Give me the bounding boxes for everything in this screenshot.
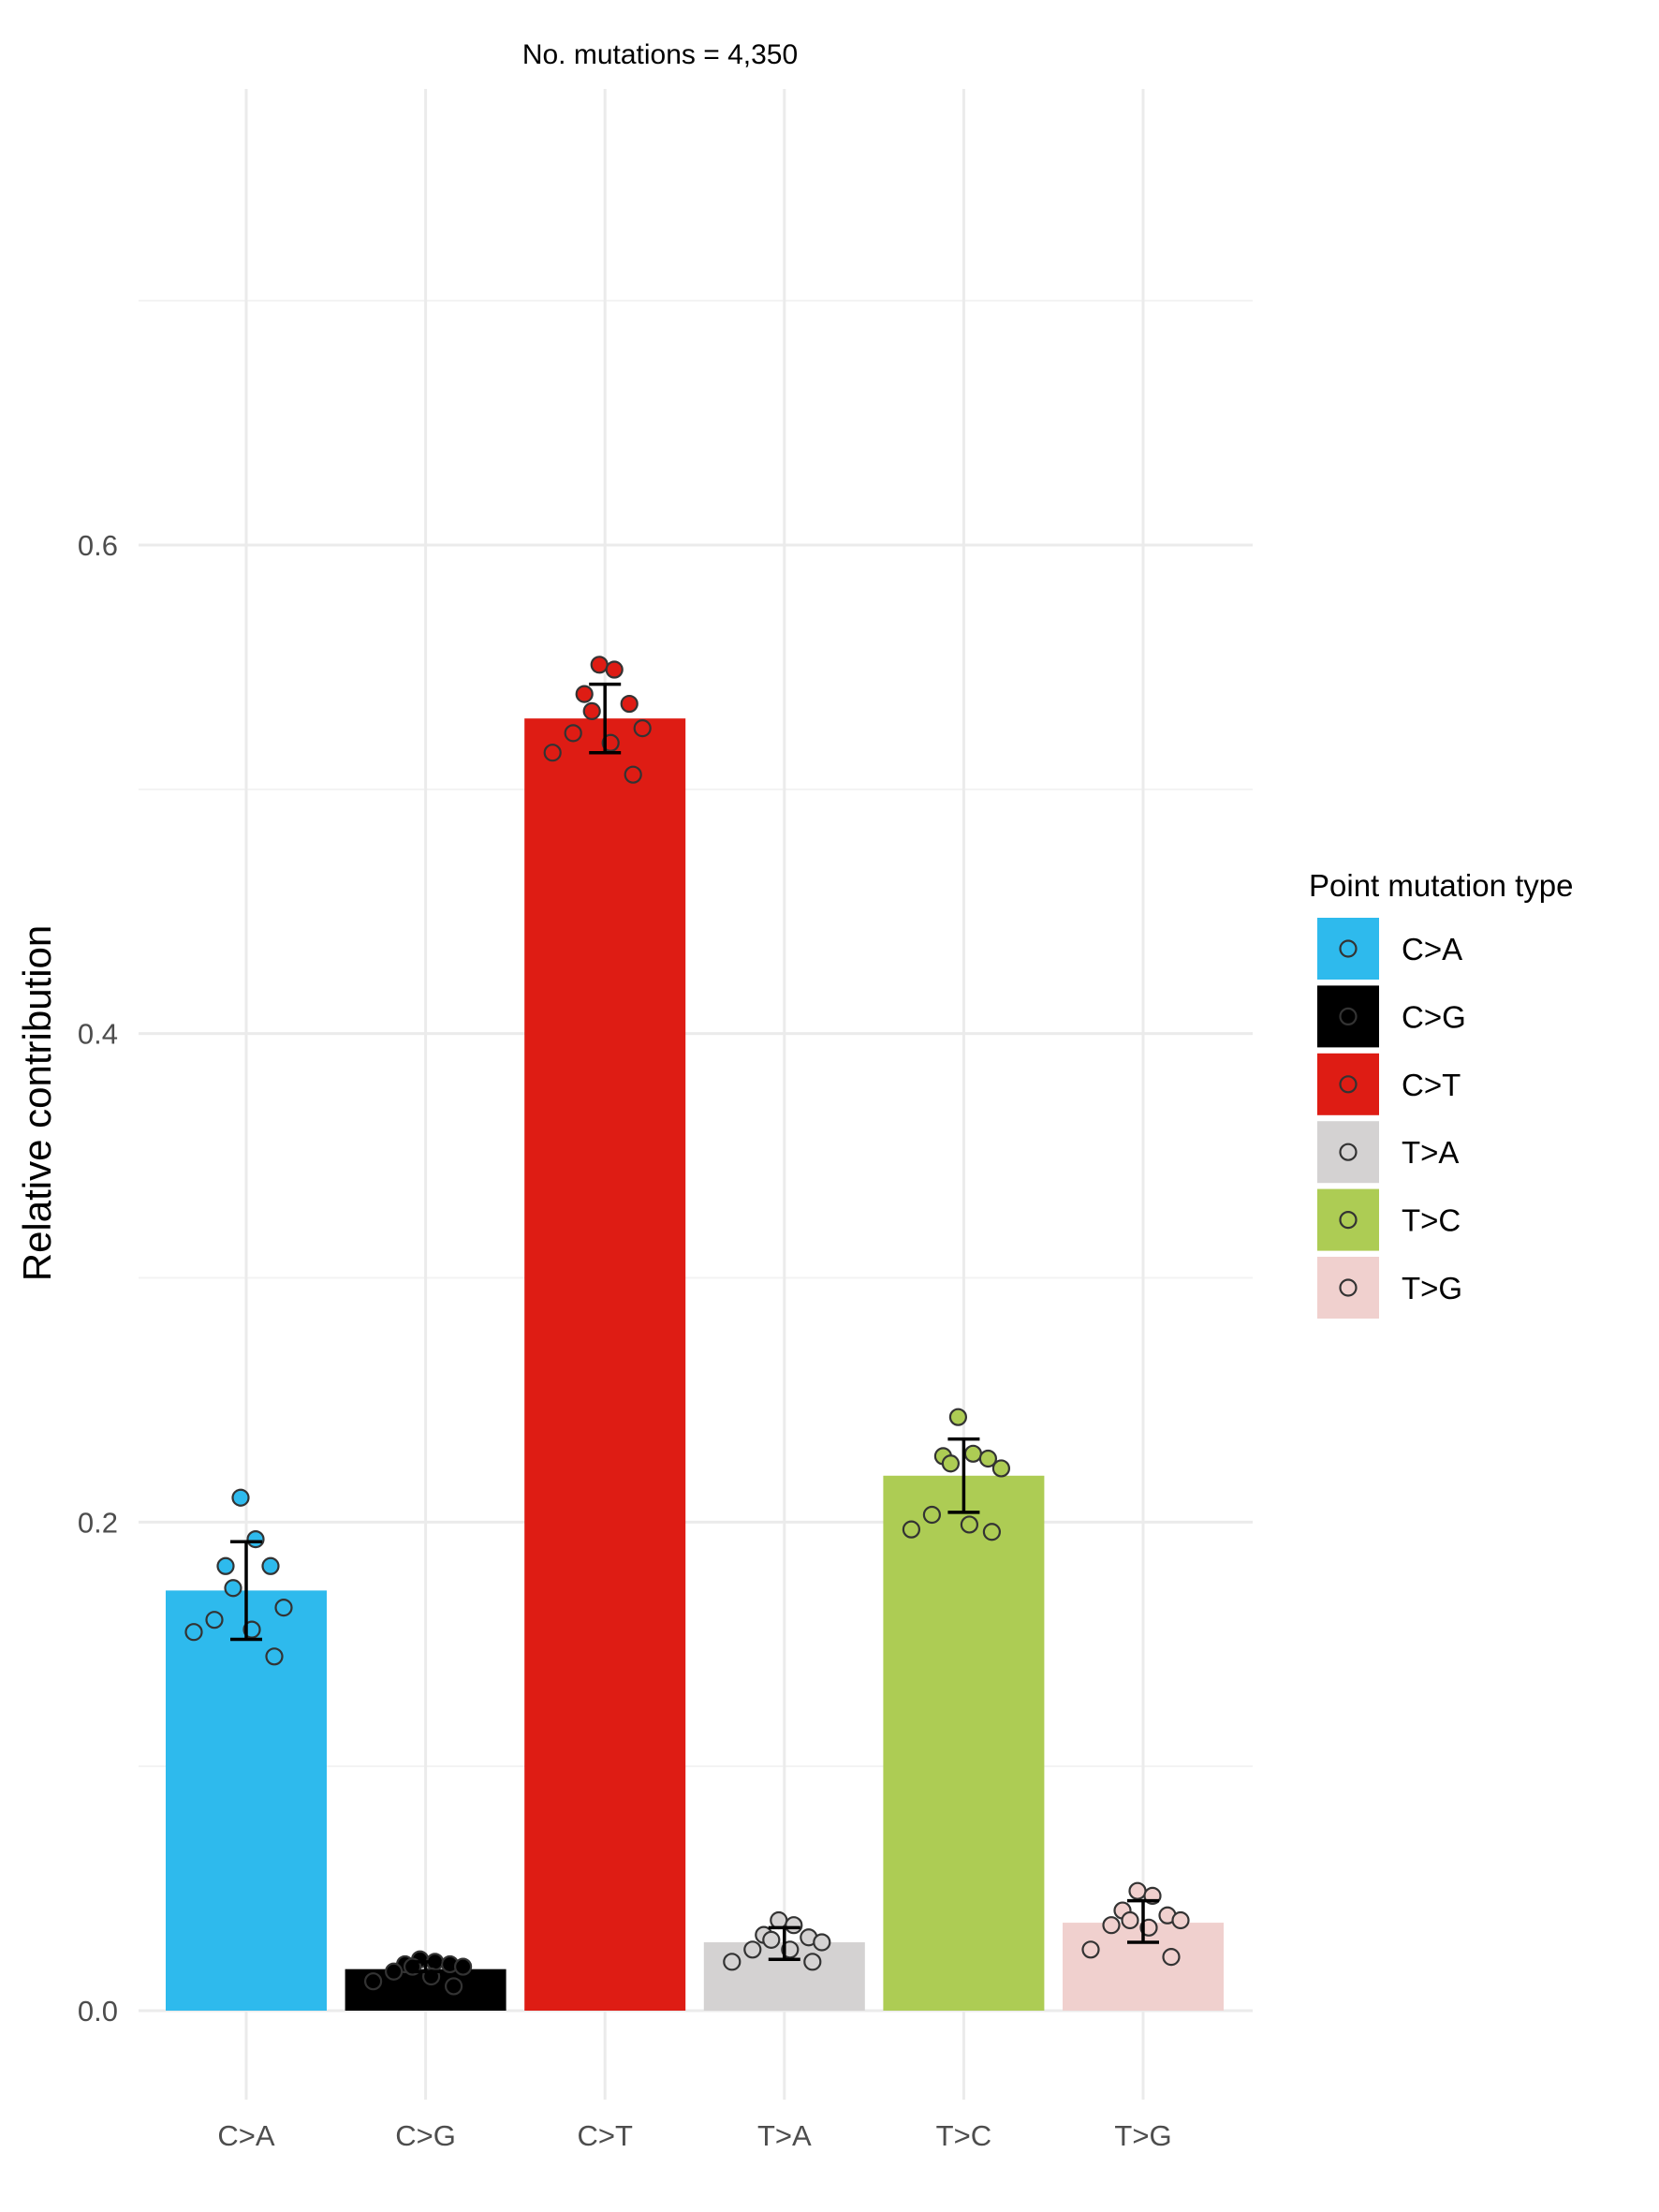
data-point: [265, 1647, 284, 1666]
data-point: [445, 1977, 463, 1996]
data-point: [723, 1953, 741, 1971]
legend-label: C>A: [1402, 932, 1462, 966]
legend: Point mutation type C>A C>G C>T T>A T>C T>G: [1309, 868, 1574, 1319]
data-point: [770, 1910, 788, 1930]
data-point: [184, 1623, 203, 1642]
y-tick-label: 0.6: [78, 529, 118, 562]
data-point: [1171, 1910, 1190, 1930]
data-point: [960, 1515, 979, 1534]
data-point: [624, 765, 642, 784]
legend-label: C>G: [1402, 999, 1466, 1034]
data-point: [543, 744, 562, 762]
legend-item-T>G: T>G: [1317, 1257, 1462, 1319]
y-axis-label: Relative contribution: [15, 925, 59, 1282]
x-tick-label: C>T: [577, 2119, 632, 2152]
data-point: [743, 1940, 762, 1959]
x-tick-label: T>G: [1114, 2119, 1171, 2152]
data-point: [216, 1556, 235, 1575]
error-bar-C>A: [230, 1540, 262, 1642]
error-bar-T>G: [1127, 1898, 1159, 1944]
data-point: [605, 660, 624, 679]
data-point: [948, 1408, 968, 1426]
legend-title: Point mutation type: [1309, 868, 1574, 903]
data-point: [575, 685, 594, 703]
x-tick-label: T>A: [757, 2119, 812, 2152]
data-point: [620, 694, 639, 714]
legend-item-C>G: C>G: [1317, 985, 1466, 1048]
data-point: [274, 1599, 293, 1617]
data-point: [902, 1520, 921, 1539]
legend-point-key: [1339, 1143, 1358, 1161]
legend-label: T>G: [1402, 1271, 1462, 1305]
bars-layer: [166, 718, 1224, 2011]
legend-point-key: [1339, 1007, 1358, 1026]
bar-C>T: [524, 718, 686, 2011]
x-tick-label: T>C: [936, 2119, 991, 2152]
data-point: [963, 1444, 983, 1463]
data-point: [590, 656, 609, 674]
data-point: [633, 719, 652, 738]
data-point: [941, 1454, 961, 1473]
x-tick-label: C>G: [395, 2119, 456, 2152]
y-tick-label: 0.2: [78, 1506, 118, 1539]
data-point: [261, 1556, 280, 1575]
data-point: [582, 701, 601, 720]
data-point: [1121, 1910, 1139, 1930]
legend-label: T>C: [1402, 1203, 1461, 1238]
legend-item-C>A: C>A: [1317, 918, 1462, 980]
data-point: [978, 1449, 998, 1468]
error-bar-T>C: [947, 1437, 980, 1514]
error-bar-C>T: [589, 682, 622, 755]
x-tick-labels: C>A C>G C>T T>A T>C T>G: [217, 2119, 1171, 2152]
data-point: [385, 1962, 404, 1981]
data-point: [224, 1579, 242, 1598]
legend-point-key: [1339, 939, 1358, 958]
legend-item-C>T: C>T: [1317, 1053, 1461, 1115]
data-point: [785, 1916, 803, 1935]
legend-items: C>A C>G C>T T>A T>C T>G: [1317, 918, 1466, 1319]
data-point: [205, 1611, 224, 1630]
chart-subtitle: No. mutations = 4,350: [522, 39, 798, 70]
data-point: [1162, 1948, 1181, 1967]
data-point: [364, 1972, 383, 1991]
legend-item-T>C: T>C: [1317, 1188, 1461, 1251]
error-bar-T>A: [768, 1925, 800, 1961]
y-tick-labels: 0.0 0.2 0.4 0.6: [78, 529, 118, 2028]
bar-T>C: [883, 1475, 1045, 2011]
error-bar-C>G: [409, 1960, 442, 1974]
legend-label: T>A: [1402, 1135, 1459, 1170]
data-point: [803, 1953, 822, 1971]
data-point: [982, 1523, 1002, 1541]
x-tick-label: C>A: [217, 2119, 274, 2152]
data-point: [1128, 1881, 1147, 1900]
legend-point-key: [1339, 1210, 1358, 1230]
bar-C>A: [166, 1590, 327, 2011]
legend-label: C>T: [1402, 1068, 1461, 1102]
data-point: [1102, 1916, 1121, 1935]
data-point: [454, 1957, 473, 1976]
legend-item-T>A: T>A: [1317, 1121, 1459, 1184]
y-tick-label: 0.4: [78, 1018, 118, 1051]
legend-point-key: [1339, 1278, 1358, 1297]
data-point: [922, 1505, 942, 1525]
data-point: [1081, 1940, 1100, 1959]
errorbars-layer: [230, 682, 1159, 1974]
legend-point-key: [1339, 1075, 1358, 1094]
data-point: [813, 1933, 831, 1952]
data-point: [246, 1529, 265, 1549]
data-point: [231, 1488, 250, 1507]
y-tick-label: 0.0: [78, 1995, 118, 2028]
data-point: [564, 724, 582, 743]
data-point: [991, 1459, 1011, 1478]
data-point: [762, 1930, 781, 1949]
